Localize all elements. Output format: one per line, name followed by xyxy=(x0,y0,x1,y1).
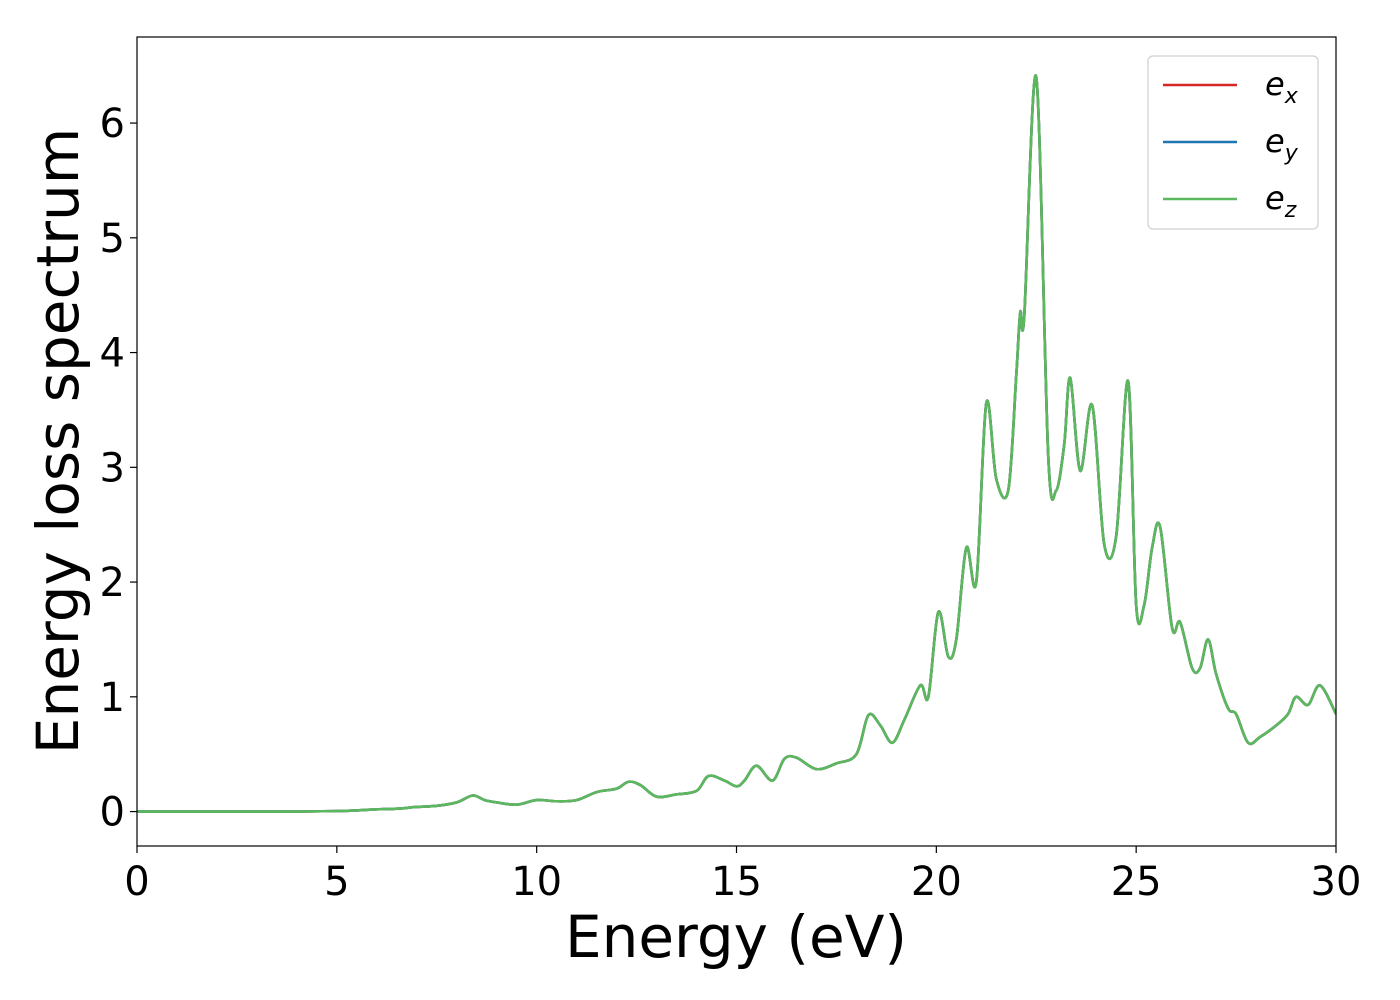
y-axis: 0 1 2 3 4 5 6 xyxy=(100,101,137,836)
x-axis-label: Energy (eV) xyxy=(565,903,907,971)
y-tick-label: 3 xyxy=(100,445,125,491)
x-tick-label: 20 xyxy=(911,859,962,905)
y-tick-label: 6 xyxy=(100,101,125,147)
y-tick-label: 1 xyxy=(100,675,125,721)
x-tick-label: 30 xyxy=(1311,859,1362,905)
y-tick-label: 5 xyxy=(100,216,125,262)
y-axis-label: Energy loss spectrum xyxy=(24,128,92,754)
y-tick-label: 2 xyxy=(100,560,125,606)
series-layer xyxy=(137,74,1336,813)
y-tick-label: 4 xyxy=(100,331,125,377)
y-tick-label: 0 xyxy=(100,790,125,836)
plot-area xyxy=(137,37,1336,846)
x-tick-label: 10 xyxy=(511,859,562,905)
legend: ex ey ez xyxy=(1147,55,1319,230)
x-tick-label: 0 xyxy=(124,859,149,905)
x-tick-label: 5 xyxy=(324,859,349,905)
x-axis: 0 5 10 15 20 25 30 xyxy=(124,846,1361,905)
legend-label-z: ez xyxy=(1265,179,1297,223)
legend-label-x: ex xyxy=(1265,65,1299,109)
legend-label-y: ey xyxy=(1265,122,1299,166)
x-tick-label: 15 xyxy=(711,859,762,905)
series-line-z xyxy=(137,74,1336,813)
x-tick-label: 25 xyxy=(1111,859,1162,905)
